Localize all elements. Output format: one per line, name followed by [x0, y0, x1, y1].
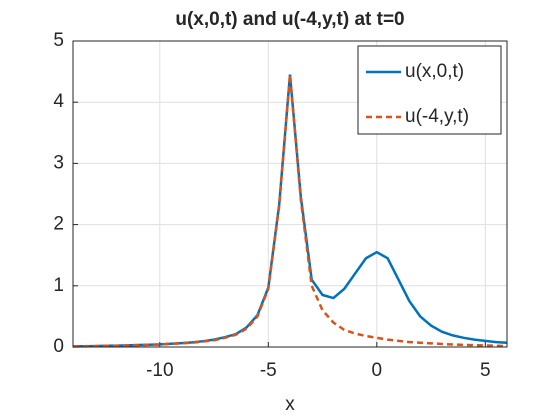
x-tick-label: -5 — [260, 360, 277, 381]
x-tick-label: -10 — [146, 360, 173, 381]
y-tick-label: 1 — [53, 275, 64, 296]
x-tick-label: 0 — [372, 360, 383, 381]
legend-box — [357, 45, 502, 135]
chart-title: u(x,0,t) and u(-4,y,t) at t=0 — [175, 9, 404, 30]
legend: u(x,0,t) u(-4,y,t) — [357, 45, 502, 135]
y-tick-label: 0 — [53, 336, 64, 357]
x-axis-label: x — [285, 394, 295, 415]
x-tick-label: 5 — [480, 360, 491, 381]
y-tick-label: 4 — [53, 91, 64, 112]
legend-label: u(x,0,t) — [405, 61, 464, 82]
y-tick-label: 2 — [53, 214, 64, 235]
data-line — [73, 74, 508, 348]
legend-label: u(-4,y,t) — [405, 106, 469, 127]
plot-frame — [72, 40, 508, 348]
y-tick-label: 5 — [53, 30, 64, 51]
y-tick-label: 3 — [53, 152, 64, 173]
